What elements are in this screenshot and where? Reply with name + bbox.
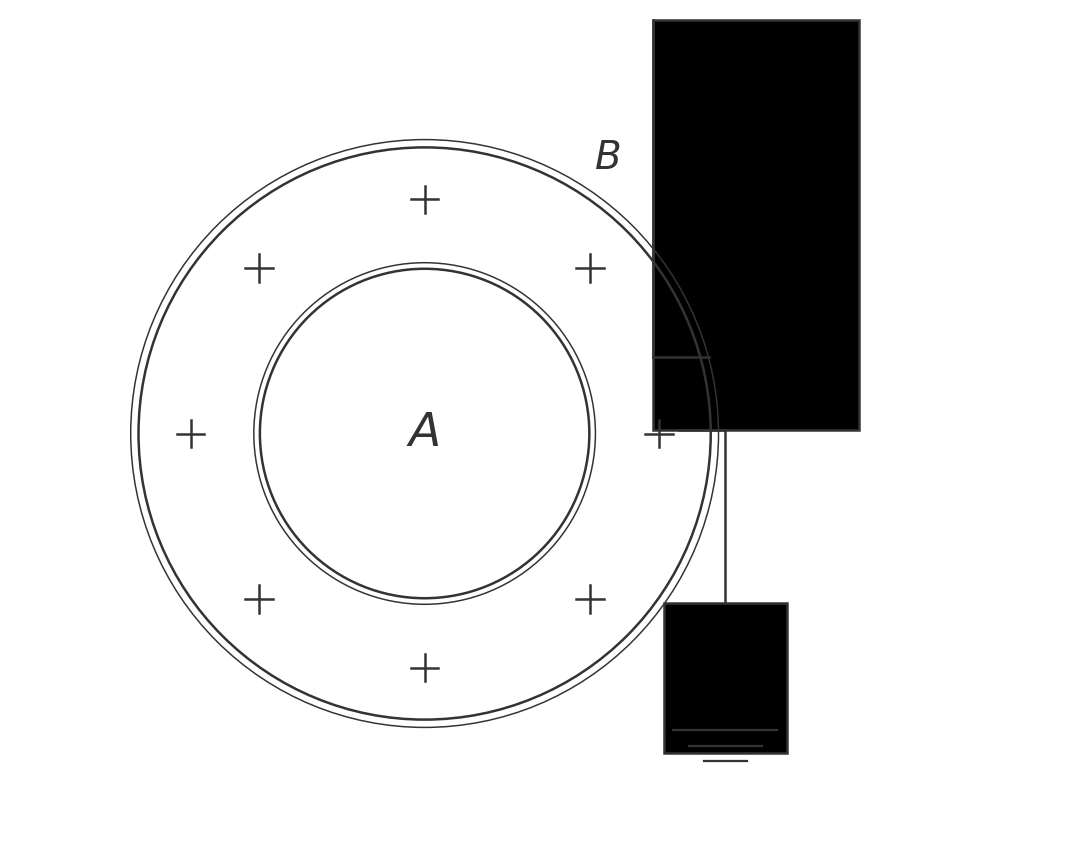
Text: B: B	[595, 139, 621, 177]
Bar	[664, 603, 787, 753]
Text: A: A	[408, 411, 441, 456]
Bar	[653, 20, 859, 430]
